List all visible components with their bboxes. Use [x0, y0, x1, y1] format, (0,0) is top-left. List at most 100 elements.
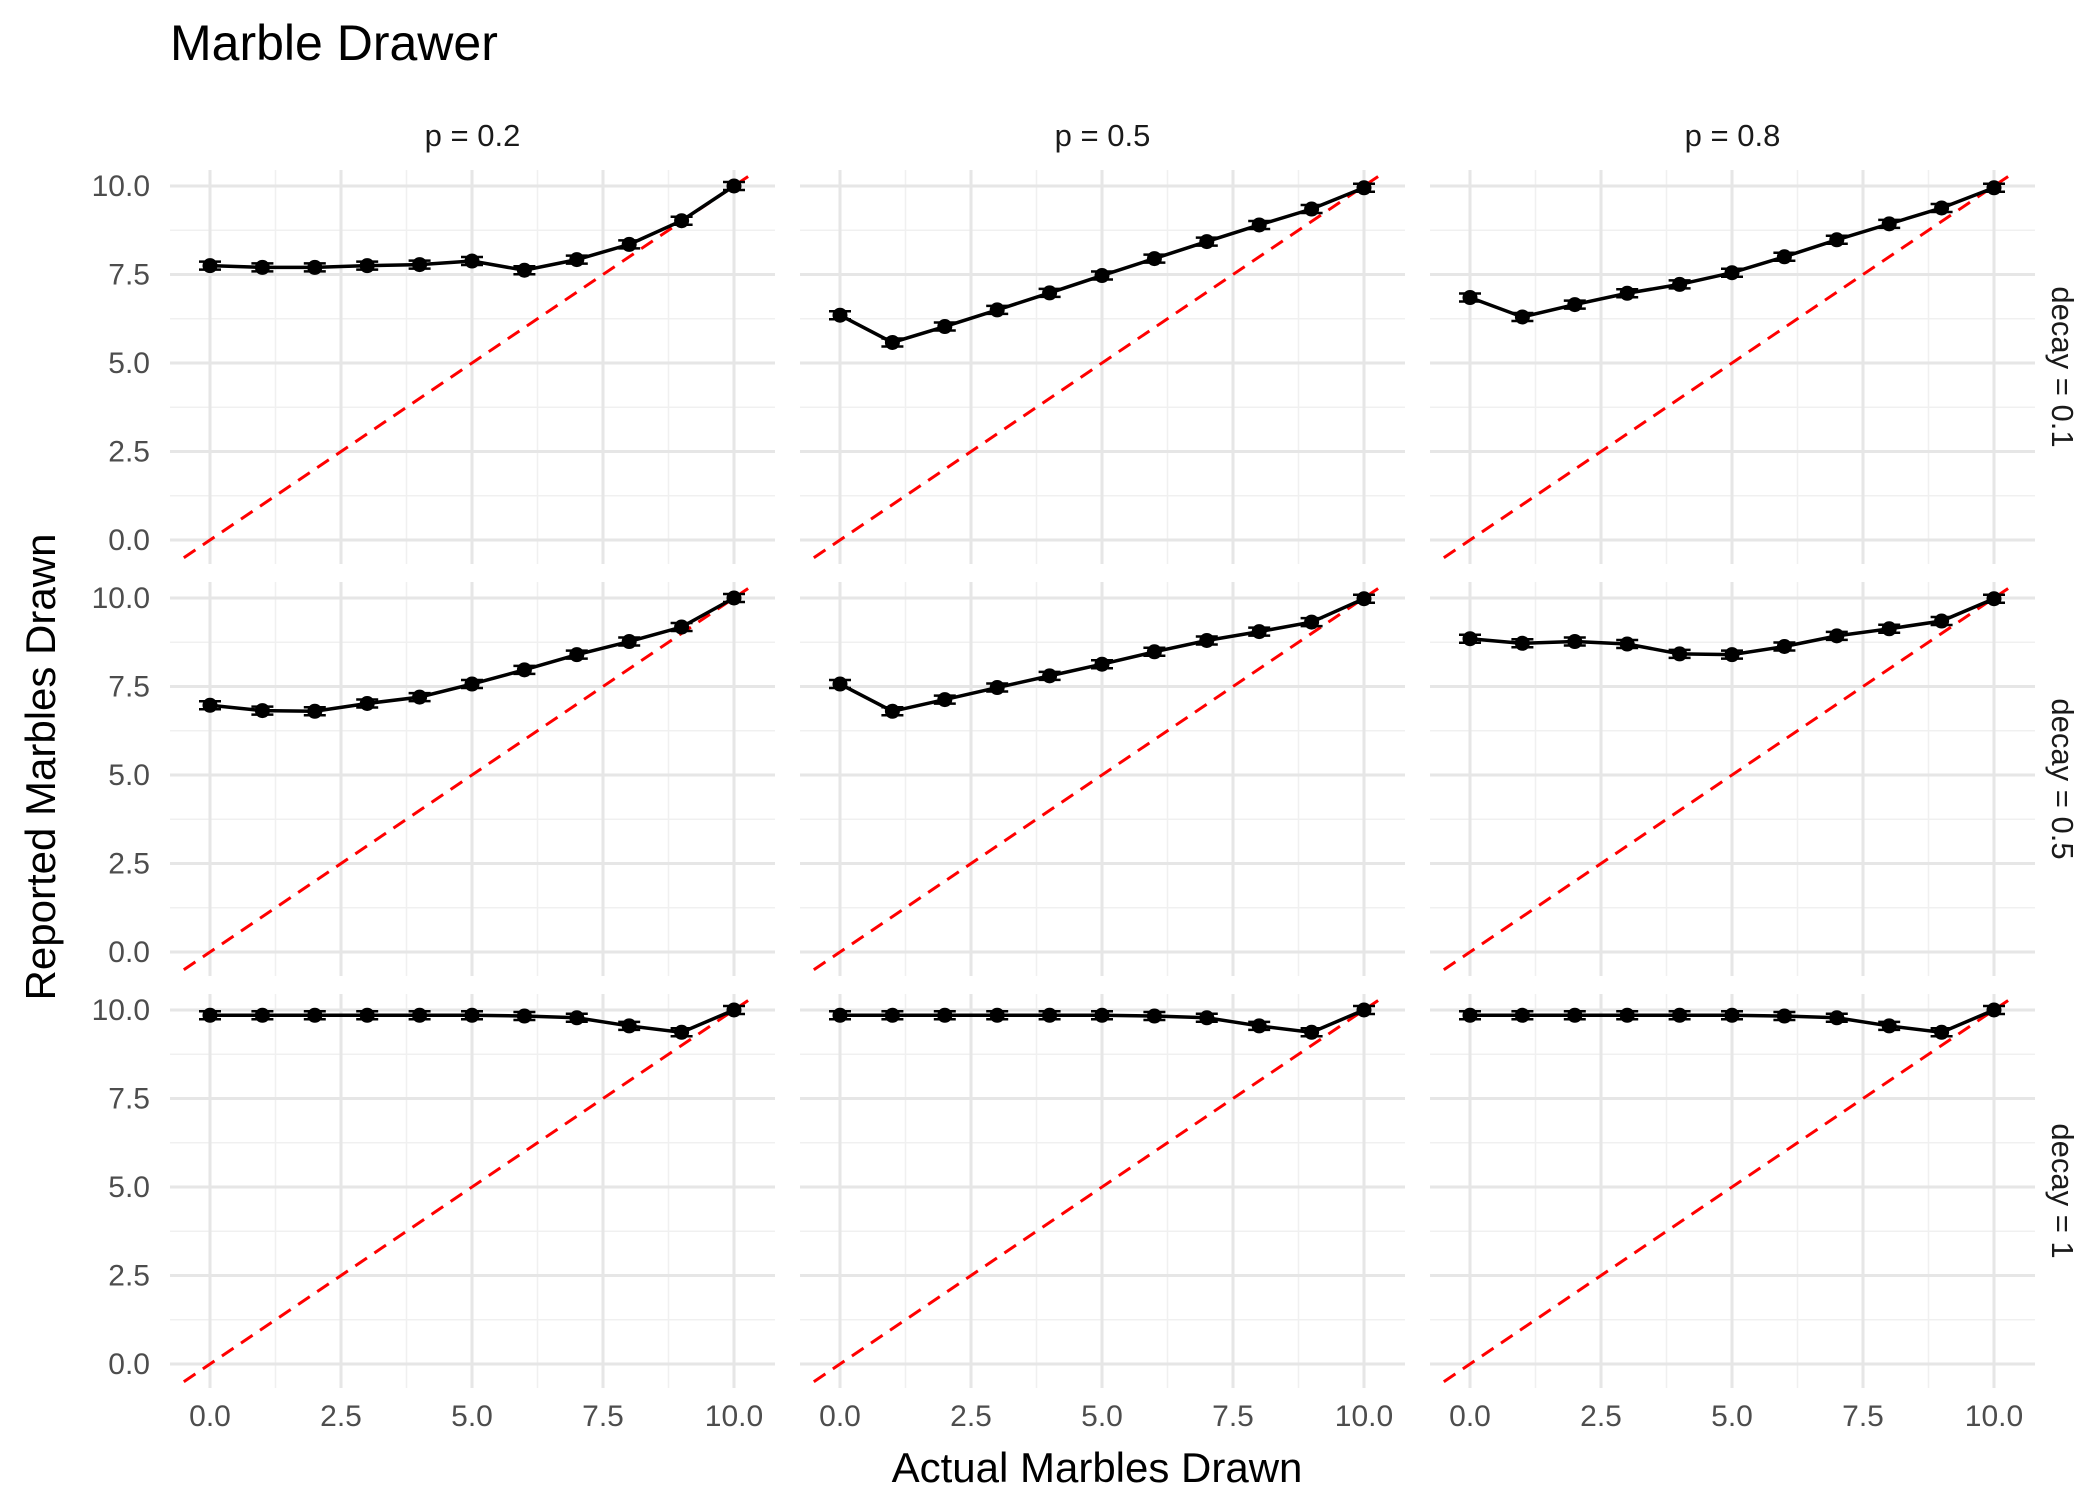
- data-point: [1986, 180, 2002, 196]
- x-tick-label: 10.0: [705, 1400, 763, 1433]
- data-point: [1724, 647, 1740, 663]
- gridlines: [800, 582, 1405, 976]
- data-point: [674, 213, 690, 229]
- data-point: [989, 680, 1005, 696]
- y-tick-label: 0.0: [108, 1348, 150, 1381]
- data-point: [1934, 613, 1950, 629]
- facet-panel: [170, 994, 775, 1388]
- x-tick-label: 0.0: [1449, 1400, 1491, 1433]
- facet-row-label: decay = 0.1: [2045, 286, 2080, 447]
- data-point: [1567, 634, 1583, 650]
- x-axis-title: Actual Marbles Drawn: [892, 1444, 1303, 1491]
- x-tick-label: 7.5: [1842, 1400, 1884, 1433]
- x-tick-label: 0.0: [189, 1400, 231, 1433]
- x-tick-label: 10.0: [1965, 1400, 2023, 1433]
- data-point: [1986, 591, 2002, 607]
- y-tick-label: 2.5: [108, 436, 150, 469]
- data-point: [1776, 1008, 1792, 1024]
- facet-panel: [1430, 994, 2035, 1388]
- row-strip-labels: decay = 0.1 decay = 0.5 decay = 1: [2045, 286, 2080, 1258]
- facet-panel: [1430, 170, 2035, 564]
- data-point: [726, 1002, 742, 1018]
- data-point: [832, 1007, 848, 1023]
- gridlines: [800, 994, 1405, 1388]
- y-tick-label: 0.0: [108, 936, 150, 969]
- data-point: [989, 302, 1005, 318]
- y-axis-title: Reported Marbles Drawn: [17, 534, 64, 1001]
- data-point: [1881, 216, 1897, 232]
- data-point: [937, 692, 953, 708]
- data-point: [726, 590, 742, 606]
- x-tick-label: 5.0: [1711, 1400, 1753, 1433]
- facet-column-label: p = 0.2: [425, 118, 521, 153]
- axis-tick-labels: 0.0 2.5 5.0 7.5 10.0 0.0 2.5 5.0 7.5 10.0 0.0 2.5 5.…: [92, 170, 2024, 1433]
- facet-panel: [800, 582, 1405, 976]
- data-point: [516, 262, 532, 278]
- facet-panel: [800, 170, 1405, 564]
- data-point: [1042, 285, 1058, 301]
- data-point: [1356, 1002, 1372, 1018]
- data-point: [1724, 1007, 1740, 1023]
- data-point: [1829, 628, 1845, 644]
- data-point: [1567, 1007, 1583, 1023]
- data-point: [516, 1008, 532, 1024]
- y-tick-label: 5.0: [108, 347, 150, 380]
- x-tick-label: 7.5: [1212, 1400, 1254, 1433]
- data-point: [1094, 1007, 1110, 1023]
- data-point: [1829, 1010, 1845, 1026]
- facet-column-label: p = 0.5: [1055, 118, 1151, 153]
- data-point: [254, 259, 270, 275]
- facet-panel: [1430, 582, 2035, 976]
- facet-panel: [170, 582, 775, 976]
- data-point: [1619, 285, 1635, 301]
- data-point: [1094, 656, 1110, 672]
- data-point: [1199, 1010, 1215, 1026]
- facet-row-label: decay = 0.5: [2045, 698, 2080, 859]
- data-point: [1251, 1018, 1267, 1034]
- data-point: [1881, 1018, 1897, 1034]
- data-point: [674, 619, 690, 635]
- data-point: [569, 647, 585, 663]
- data-point: [1619, 636, 1635, 652]
- data-point: [1776, 249, 1792, 265]
- y-tick-label: 10.0: [92, 582, 150, 615]
- y-tick-label: 5.0: [108, 1171, 150, 1204]
- data-point: [202, 258, 218, 274]
- data-point: [1724, 265, 1740, 281]
- column-strip-labels: p = 0.2 p = 0.5 p = 0.8: [425, 118, 1781, 153]
- x-tick-label: 5.0: [451, 1400, 493, 1433]
- data-point: [1199, 632, 1215, 648]
- data-point: [621, 236, 637, 252]
- facet-column-label: p = 0.8: [1685, 118, 1781, 153]
- data-point: [884, 1007, 900, 1023]
- data-point: [884, 334, 900, 350]
- data-point: [412, 1007, 428, 1023]
- data-point: [1986, 1002, 2002, 1018]
- data-point: [1462, 1007, 1478, 1023]
- data-point: [202, 697, 218, 713]
- data-point: [621, 1018, 637, 1034]
- y-tick-label: 5.0: [108, 759, 150, 792]
- data-point: [464, 1007, 480, 1023]
- data-point: [832, 676, 848, 692]
- data-point: [1567, 297, 1583, 313]
- facet-panel: [170, 170, 775, 564]
- data-point: [254, 1007, 270, 1023]
- data-point: [1042, 668, 1058, 684]
- data-point: [1829, 232, 1845, 248]
- data-point: [937, 1007, 953, 1023]
- data-point: [1514, 309, 1530, 325]
- data-point: [1356, 180, 1372, 196]
- data-point: [569, 1010, 585, 1026]
- data-point: [307, 703, 323, 719]
- data-point: [674, 1024, 690, 1040]
- data-point: [832, 307, 848, 323]
- data-point: [359, 258, 375, 274]
- x-tick-label: 0.0: [819, 1400, 861, 1433]
- x-tick-label: 2.5: [320, 1400, 362, 1433]
- data-point: [359, 1007, 375, 1023]
- x-tick-label: 2.5: [950, 1400, 992, 1433]
- data-point: [464, 253, 480, 269]
- gridlines: [170, 170, 775, 564]
